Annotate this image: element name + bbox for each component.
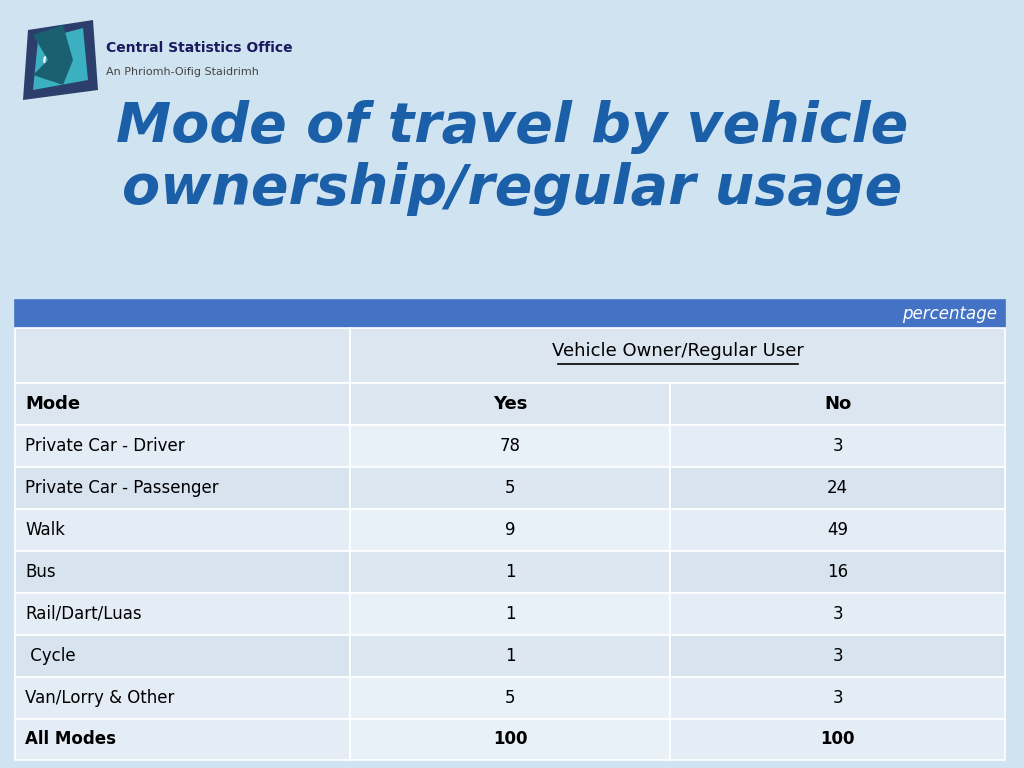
Text: 100: 100 xyxy=(820,730,855,749)
Bar xyxy=(670,467,1005,509)
Bar xyxy=(15,300,1005,328)
Bar xyxy=(15,425,350,467)
Text: Yes: Yes xyxy=(493,395,527,413)
Bar xyxy=(670,719,1005,760)
Text: 1: 1 xyxy=(505,605,515,623)
Bar xyxy=(350,719,670,760)
Bar xyxy=(350,593,670,635)
Bar xyxy=(350,551,670,593)
Polygon shape xyxy=(33,25,73,85)
Text: 1: 1 xyxy=(505,647,515,665)
Bar xyxy=(350,425,670,467)
Text: Bus: Bus xyxy=(25,563,55,581)
Bar xyxy=(15,719,350,760)
Text: Walk: Walk xyxy=(25,521,65,539)
Bar xyxy=(350,328,1005,383)
Text: Cycle: Cycle xyxy=(25,647,76,665)
Text: 78: 78 xyxy=(500,437,520,455)
Text: CSO: CSO xyxy=(41,55,71,70)
Text: Rail/Dart/Luas: Rail/Dart/Luas xyxy=(25,605,141,623)
Text: 16: 16 xyxy=(827,563,848,581)
Polygon shape xyxy=(23,20,98,100)
Text: Vehicle Owner/Regular User: Vehicle Owner/Regular User xyxy=(552,343,804,360)
Bar xyxy=(15,551,350,593)
Text: 100: 100 xyxy=(493,730,527,749)
Bar xyxy=(670,551,1005,593)
Polygon shape xyxy=(33,28,88,90)
Bar xyxy=(670,509,1005,551)
Bar xyxy=(670,593,1005,635)
Bar xyxy=(670,425,1005,467)
Bar xyxy=(15,509,350,551)
Bar xyxy=(15,593,350,635)
Text: Mode: Mode xyxy=(25,395,80,413)
Bar xyxy=(350,509,670,551)
Text: All Modes: All Modes xyxy=(25,730,116,749)
Bar xyxy=(670,383,1005,425)
Text: 5: 5 xyxy=(505,479,515,497)
Bar xyxy=(15,635,350,677)
Bar xyxy=(15,677,350,719)
Text: Central Statistics Office: Central Statistics Office xyxy=(106,41,293,55)
Text: Private Car - Passenger: Private Car - Passenger xyxy=(25,479,219,497)
Text: 49: 49 xyxy=(827,521,848,539)
Text: Mode of travel by vehicle
ownership/regular usage: Mode of travel by vehicle ownership/regu… xyxy=(116,100,908,217)
Text: 3: 3 xyxy=(833,689,843,707)
Bar xyxy=(15,467,350,509)
Text: 1: 1 xyxy=(505,563,515,581)
Bar xyxy=(670,677,1005,719)
Text: percentage: percentage xyxy=(902,305,997,323)
Bar xyxy=(15,328,350,383)
Bar xyxy=(15,383,350,425)
Text: Private Car - Driver: Private Car - Driver xyxy=(25,437,184,455)
Bar xyxy=(350,467,670,509)
Bar xyxy=(670,635,1005,677)
Bar xyxy=(350,383,670,425)
Text: 3: 3 xyxy=(833,605,843,623)
Text: Van/Lorry & Other: Van/Lorry & Other xyxy=(25,689,174,707)
Text: 3: 3 xyxy=(833,647,843,665)
Text: 3: 3 xyxy=(833,437,843,455)
Bar xyxy=(350,635,670,677)
Text: No: No xyxy=(824,395,851,413)
Text: An Phriomh-Oifig Staidrimh: An Phriomh-Oifig Staidrimh xyxy=(106,67,259,77)
Bar xyxy=(350,677,670,719)
Text: 9: 9 xyxy=(505,521,515,539)
Text: 24: 24 xyxy=(827,479,848,497)
Text: 5: 5 xyxy=(505,689,515,707)
